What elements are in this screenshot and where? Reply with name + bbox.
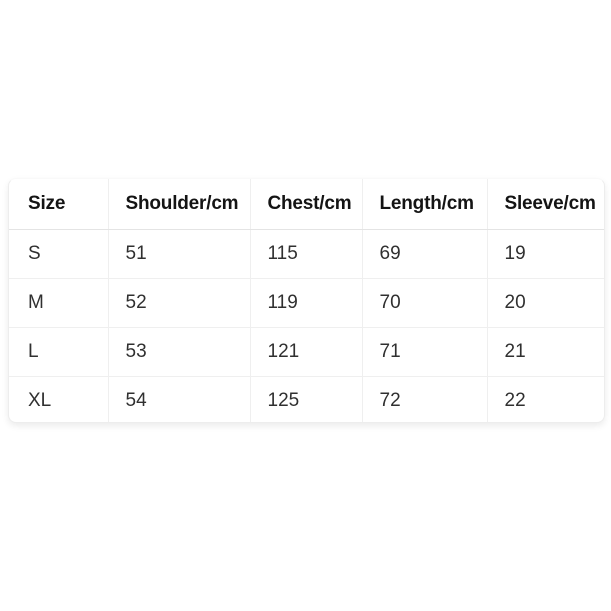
header-cell-length: Length/cm: [361, 179, 487, 230]
cell-size: XL: [28, 389, 52, 411]
cell-size: S: [9, 229, 108, 279]
cell-length: 72: [361, 376, 487, 422]
cell-shoulder: 54: [107, 376, 250, 422]
size-chart-table: Size Shoulder/cm Chest/cm Length/cm Slee…: [9, 179, 604, 422]
cell-sleeve: 19: [486, 229, 604, 279]
size-chart-card: Size Shoulder/cm Chest/cm Length/cm Slee…: [8, 178, 605, 423]
cell-chest: 115: [249, 229, 362, 279]
cell-length: 71: [361, 327, 487, 377]
header-cell-sleeve: Sleeve/cm: [486, 179, 604, 230]
cell-length: 69: [361, 229, 487, 279]
header-cell-shoulder: Shoulder/cm: [107, 179, 250, 230]
header-row: Size Shoulder/cm Chest/cm Length/cm Slee…: [9, 179, 604, 230]
cell-shoulder: 51: [107, 229, 250, 279]
table-row-m: M 52 119 70 20: [9, 278, 604, 328]
cell-sleeve: 21: [486, 327, 604, 377]
cell-shoulder: 52: [107, 278, 250, 328]
cell-sleeve: 20: [486, 278, 604, 328]
table-row-xl: XL 54 125 72 22: [9, 376, 604, 422]
cell-length: 70: [361, 278, 487, 328]
cell-chest: 121: [249, 327, 362, 377]
cell-size: M: [9, 278, 108, 328]
table-row-l: L 53 121 71 21: [9, 327, 604, 377]
header-cell-size: Size: [9, 179, 108, 230]
table-row-s: S 51 115 69 19: [9, 229, 604, 279]
cell-size: L: [9, 327, 108, 377]
cell-chest: 125: [249, 376, 362, 422]
cell-sleeve: 22: [486, 376, 604, 422]
cell-shoulder: 53: [107, 327, 250, 377]
header-cell-chest: Chest/cm: [249, 179, 362, 230]
cell-chest: 119: [249, 278, 362, 328]
